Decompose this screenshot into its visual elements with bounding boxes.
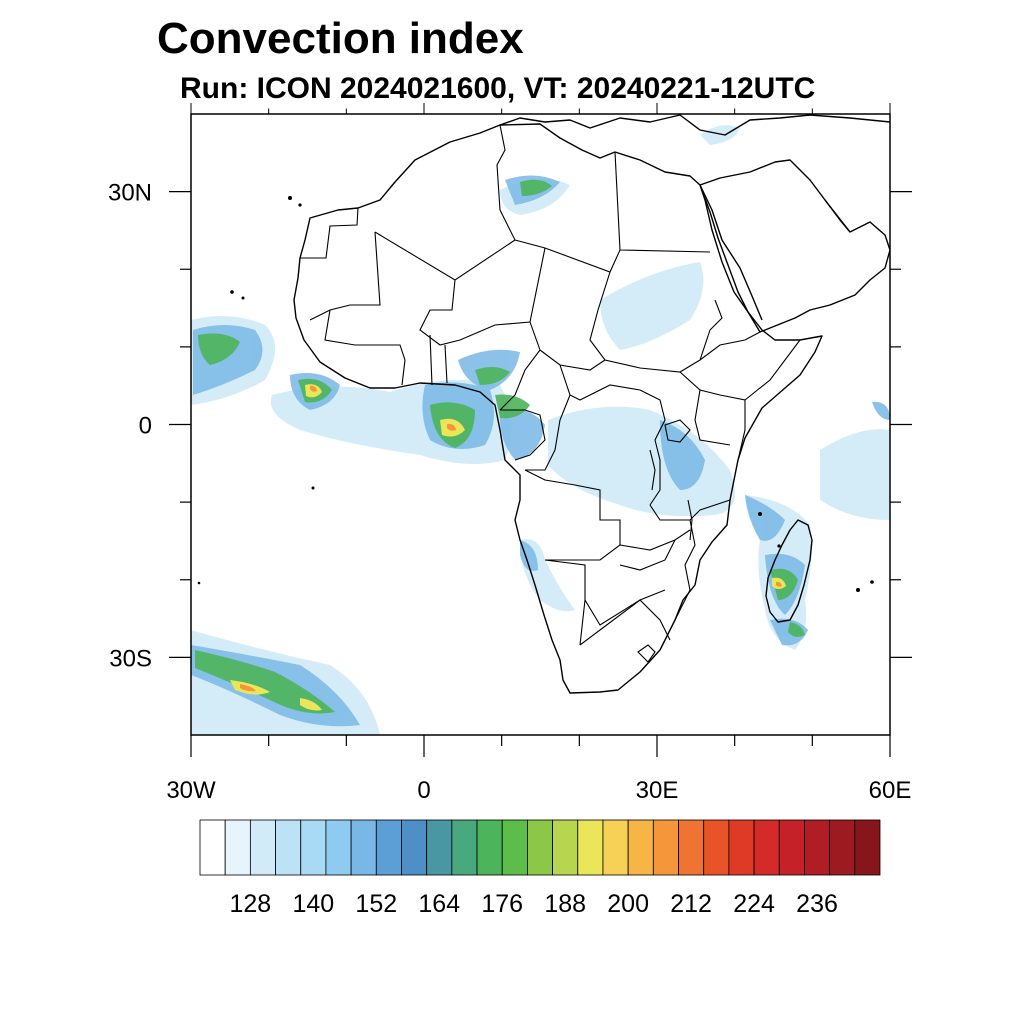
colorbar-swatch <box>652 819 679 876</box>
colorbar-swatch <box>275 819 302 876</box>
colorbar-swatch <box>703 819 730 876</box>
colorbar-label: 164 <box>418 890 460 918</box>
lon-tick-label: 30W <box>166 777 216 804</box>
lesotho <box>637 644 656 663</box>
colorbar-swatch <box>854 819 881 876</box>
border-cameroon <box>499 321 541 411</box>
border-libya-chad <box>514 239 621 273</box>
colorbar-swatch <box>350 819 377 876</box>
colorbar-swatch <box>501 819 528 876</box>
border-south-africa <box>579 599 671 646</box>
colorbar-swatch <box>678 819 705 876</box>
border-sahara-west <box>300 207 359 259</box>
field-orange <box>240 385 782 692</box>
persian-gulf <box>824 199 851 233</box>
colorbar-swatch <box>829 819 856 876</box>
colorbar-swatch <box>451 819 478 876</box>
lon-tick-label: 60E <box>869 777 912 804</box>
border-algeria-libya <box>374 124 516 281</box>
colorbar-swatch <box>300 819 327 876</box>
lake-malawi <box>687 499 693 541</box>
border-ghana-togo <box>429 334 448 386</box>
border-east-africa <box>679 371 746 461</box>
africa-coastline <box>293 123 823 694</box>
small-islands <box>197 196 874 592</box>
axis-ticks <box>169 103 912 757</box>
lon-tick-label: 0 <box>417 777 430 804</box>
chart-title: Convection index <box>157 14 524 63</box>
colorbar-label: 176 <box>481 890 523 918</box>
field-blue <box>191 175 890 727</box>
red-sea-coast <box>699 184 763 321</box>
colorbar-label: 140 <box>292 890 334 918</box>
border-chad-sudan <box>589 271 723 373</box>
coastlines <box>293 114 890 694</box>
lat-tick-label: 30N <box>108 180 152 207</box>
colorbar-swatch <box>249 819 276 876</box>
chart-subtitle: Run: ICON 2024021600, VT: 20240221-12UTC <box>180 72 816 105</box>
colorbar-swatch <box>552 819 579 876</box>
colorbar-swatch <box>778 819 805 876</box>
colorbar-label: 224 <box>733 890 775 918</box>
colorbar-swatch <box>527 819 553 876</box>
colorbar-label: 236 <box>796 890 838 918</box>
convection-field <box>191 125 890 735</box>
border-mali-algeria <box>309 231 381 321</box>
border-angola <box>524 469 621 561</box>
arabia-coastline <box>699 159 890 333</box>
lat-tick-label: 0 <box>139 413 152 440</box>
mediterranean-north <box>499 114 890 136</box>
colorbar-swatch <box>577 819 604 876</box>
colorbar-swatch <box>627 819 654 876</box>
country-borders <box>300 124 801 663</box>
border-mozambique <box>619 519 696 621</box>
lat-tick-label: 30S <box>109 645 152 672</box>
colorbar-label: 152 <box>355 890 397 918</box>
border-car <box>539 349 641 401</box>
border-ethiopia-somalia <box>699 331 801 401</box>
colorbar-swatch <box>224 819 251 876</box>
colorbar-swatch <box>199 819 226 876</box>
border-west-coast-states <box>324 309 406 386</box>
madagascar-coastline <box>765 519 813 623</box>
border-drc-east <box>639 389 666 506</box>
colorbar-swatch <box>728 819 755 876</box>
colorbar-swatch <box>325 819 352 876</box>
lon-tick-label: 30E <box>636 777 679 804</box>
axis-tick-labels: 30W 0 30E 60E 30N 0 30S <box>108 180 911 804</box>
colorbar-label: 200 <box>607 890 649 918</box>
border-congo-drc <box>500 394 571 471</box>
colorbar-swatch <box>375 819 402 876</box>
colorbar-swatch <box>426 819 453 876</box>
colorbar-label: 188 <box>544 890 586 918</box>
lake-tanganyika <box>649 449 656 491</box>
colorbar-swatch <box>476 819 503 876</box>
colorbar-label: 212 <box>670 890 712 918</box>
border-libya-egypt <box>614 151 711 253</box>
colorbar-swatch <box>753 819 780 876</box>
colorbar-swatch <box>401 819 428 876</box>
colorbar-swatch <box>804 819 831 876</box>
border-niger-nigeria <box>419 247 546 346</box>
colorbar: 128 140 152 164 176 188 200 212 224 236 <box>199 819 881 918</box>
lake-victoria <box>664 419 691 443</box>
border-namibia-botswana <box>544 559 666 646</box>
colorbar-label: 128 <box>230 890 272 918</box>
colorbar-swatch <box>602 819 629 876</box>
